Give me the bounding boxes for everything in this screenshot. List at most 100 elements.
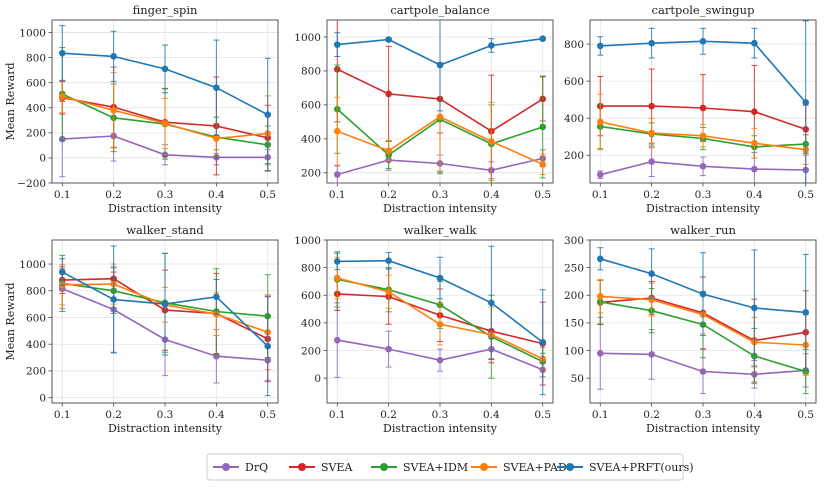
data-point (751, 108, 758, 115)
series-svea-prft-ours (333, 245, 547, 396)
data-point (385, 36, 392, 43)
x-axis-label: Distraction intensity (108, 202, 223, 215)
y-tick-label: 200 (26, 128, 46, 140)
legend-label-svea-idm: SVEA+IDM (403, 461, 468, 474)
data-point (648, 39, 655, 47)
data-point (110, 53, 117, 60)
data-point (488, 138, 495, 145)
x-tick-label: 0.3 (432, 409, 449, 421)
data-point (488, 42, 495, 49)
x-tick-label: 0.2 (105, 409, 122, 421)
data-point (596, 293, 604, 300)
y-tick-label: 800 (301, 262, 321, 274)
series-drq (596, 316, 810, 395)
y-tick-label: 200 (564, 290, 584, 302)
data-point (161, 120, 169, 127)
y-tick-label: 1000 (294, 235, 321, 247)
y-tick-label: 800 (564, 39, 584, 51)
panel-title: finger_spin (133, 3, 198, 17)
series-svea-prft-ours (596, 20, 810, 183)
legend-entry-svea-prft: SVEA+PRFT(ours) (557, 461, 694, 474)
y-tick-label: 0 (39, 392, 46, 404)
panel-walker-run: 0.1 0.2 0.3 0.4 0.5 50 100 150 200 250 300 walker_r… (564, 223, 817, 435)
legend-marker-drq (222, 463, 230, 471)
y-tick-label: 1000 (19, 27, 46, 39)
data-point (648, 296, 655, 303)
data-point (333, 171, 341, 178)
y-tick-label: 200 (301, 345, 321, 357)
panel-title: walker_stand (126, 223, 204, 237)
x-tick-label: 0.4 (483, 409, 500, 421)
y-tick-label: 1000 (294, 32, 321, 44)
data-point (596, 118, 604, 126)
x-axis-label: Distraction intensity (383, 422, 498, 435)
legend-marker-svea-pad (480, 463, 488, 471)
panel-title: cartpole_balance (390, 3, 490, 17)
data-point (385, 90, 392, 98)
data-point (58, 93, 66, 100)
x-tick-label: 0.1 (54, 189, 71, 201)
x-tick-label: 0.3 (157, 189, 174, 201)
x-tick-label: 0.4 (208, 189, 225, 201)
x-tick-label: 0.3 (695, 409, 712, 421)
y-tick-label: 800 (301, 66, 321, 78)
x-tick-label: 0.3 (695, 189, 712, 201)
x-tick-label: 0.5 (797, 409, 814, 421)
data-point (333, 274, 341, 282)
data-point (699, 290, 707, 298)
chart-panels: 0.1 0.2 0.3 0.4 0.5−20002004006008001000fing… (4, 3, 817, 435)
data-point (596, 42, 604, 50)
x-tick-label: 0.5 (534, 189, 551, 201)
x-tick-label: 0.1 (54, 409, 71, 421)
y-tick-label: 400 (26, 339, 46, 351)
y-tick-label: 800 (26, 286, 46, 298)
data-point (213, 293, 220, 301)
series-svea-prft-ours (596, 247, 810, 371)
data-point (596, 255, 604, 263)
data-point (213, 84, 220, 92)
data-point (264, 111, 272, 118)
legend-frame (206, 453, 684, 481)
y-tick-label: 200 (26, 366, 46, 378)
legend-marker-svea-prft (566, 463, 574, 471)
data-point (110, 106, 117, 114)
y-tick-label: −200 (17, 178, 46, 190)
y-tick-label: 0 (39, 153, 46, 165)
panel-cartpole-balance: 0.1 0.2 0.3 0.4 0.5 200 400 600 800 1000 cartpole_… (294, 3, 554, 215)
x-tick-label: 0.5 (797, 189, 814, 201)
legend-label-svea-prft: SVEA+PRFT(ours) (589, 461, 694, 474)
data-point (436, 61, 444, 69)
data-point (436, 274, 444, 282)
panel-walker-stand: 0.1 0.2 0.3 0.4 0.5 0 200 400 600 800 1000 walker_s… (4, 223, 279, 435)
y-tick-label: 50 (571, 373, 584, 385)
data-point (436, 320, 444, 328)
data-point (385, 147, 392, 155)
y-tick-label: 100 (564, 345, 584, 357)
x-tick-label: 0.5 (534, 409, 551, 421)
data-point (699, 104, 707, 112)
x-tick-label: 0.1 (592, 189, 609, 201)
x-axis-label: Distraction intensity (646, 202, 761, 215)
data-point (161, 65, 169, 73)
data-point (699, 132, 707, 140)
data-point (110, 296, 117, 303)
y-tick-label: 400 (301, 134, 321, 146)
legend-entry-svea-idm: SVEA+IDM (371, 461, 468, 474)
x-tick-label: 0.2 (380, 189, 397, 201)
legend-label-drq: DrQ (245, 461, 268, 474)
y-tick-label: 200 (564, 150, 584, 162)
data-point (751, 39, 758, 47)
data-point (539, 123, 547, 131)
x-tick-label: 0.3 (157, 409, 174, 421)
data-point (648, 129, 655, 137)
data-point (385, 345, 392, 353)
panel-title: cartpole_swingup (652, 3, 755, 17)
y-tick-label: 400 (564, 113, 584, 125)
legend-entry-svea: SVEA (289, 461, 354, 474)
panel-cartpole-swingup: 0.1 0.2 0.3 0.4 0.5 200 400 600 800 cartpole_swin… (564, 3, 817, 215)
data-point (488, 299, 495, 307)
series-svea-prft-ours (333, 20, 547, 112)
x-tick-label: 0.1 (592, 409, 609, 421)
x-tick-label: 0.2 (105, 189, 122, 201)
series-svea-prft-ours (58, 245, 272, 397)
